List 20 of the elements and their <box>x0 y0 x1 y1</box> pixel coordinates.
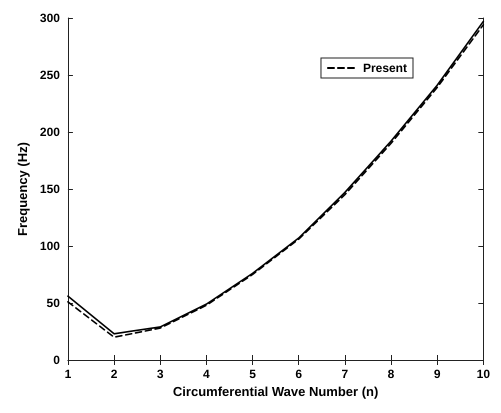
x-tick-label: 10 <box>476 367 490 381</box>
y-tick-label: 200 <box>40 125 60 139</box>
y-tick-label: 300 <box>40 11 60 25</box>
x-tick-label: 7 <box>342 367 349 381</box>
x-tick-label: 8 <box>388 367 395 381</box>
y-tick-label: 0 <box>53 353 60 367</box>
x-tick-label: 3 <box>156 367 164 381</box>
legend-label: Present <box>362 61 408 75</box>
x-tick-label: 4 <box>203 367 210 381</box>
y-tick-label: 50 <box>46 296 60 310</box>
x-tick-label: 6 <box>295 367 302 381</box>
x-tick-label: 9 <box>434 367 441 381</box>
y-tick-label: 150 <box>40 182 60 196</box>
x-tick-label: 5 <box>249 367 256 381</box>
y-axis-title: Frequency (Hz) <box>15 142 30 236</box>
x-axis-title: Circumferential Wave Number (n) <box>172 384 378 399</box>
y-tick-label: 100 <box>40 239 60 253</box>
x-tick-label: 2 <box>110 367 118 381</box>
y-tick-label: 250 <box>40 68 60 82</box>
x-tick-label: 1 <box>64 367 72 381</box>
